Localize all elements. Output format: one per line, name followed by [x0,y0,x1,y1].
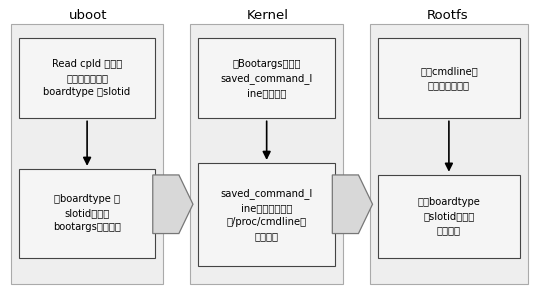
FancyBboxPatch shape [198,163,335,266]
FancyBboxPatch shape [378,38,520,118]
Text: 根据boardtype
和slotid加载对
应的软件: 根据boardtype 和slotid加载对 应的软件 [418,197,480,235]
FancyBboxPatch shape [198,38,335,118]
FancyBboxPatch shape [19,38,155,118]
Polygon shape [153,175,193,234]
Text: saved_command_l
ine保存的信息放
到/proc/cmdline文
件中保存: saved_command_l ine保存的信息放 到/proc/cmdline… [220,188,313,241]
Text: Read cpld 寄存器
获取板卡信息：
boardtype 和slotid: Read cpld 寄存器 获取板卡信息： boardtype 和slotid [43,59,131,97]
FancyBboxPatch shape [11,24,163,284]
Text: 将Bootargs拷贝到
saved_command_l
ine地址空间: 将Bootargs拷贝到 saved_command_l ine地址空间 [220,59,313,98]
Text: Rootfs: Rootfs [427,9,468,22]
FancyBboxPatch shape [19,169,155,258]
Text: 解析cmdline文
件获取板卡信息: 解析cmdline文 件获取板卡信息 [420,66,478,91]
FancyBboxPatch shape [190,24,343,284]
Text: uboot: uboot [69,9,108,22]
Text: Kernel: Kernel [247,9,289,22]
Polygon shape [332,175,373,234]
Text: 将boardtype 和
slotid保存到
bootargs环境变量: 将boardtype 和 slotid保存到 bootargs环境变量 [53,194,121,232]
FancyBboxPatch shape [378,175,520,258]
FancyBboxPatch shape [370,24,528,284]
